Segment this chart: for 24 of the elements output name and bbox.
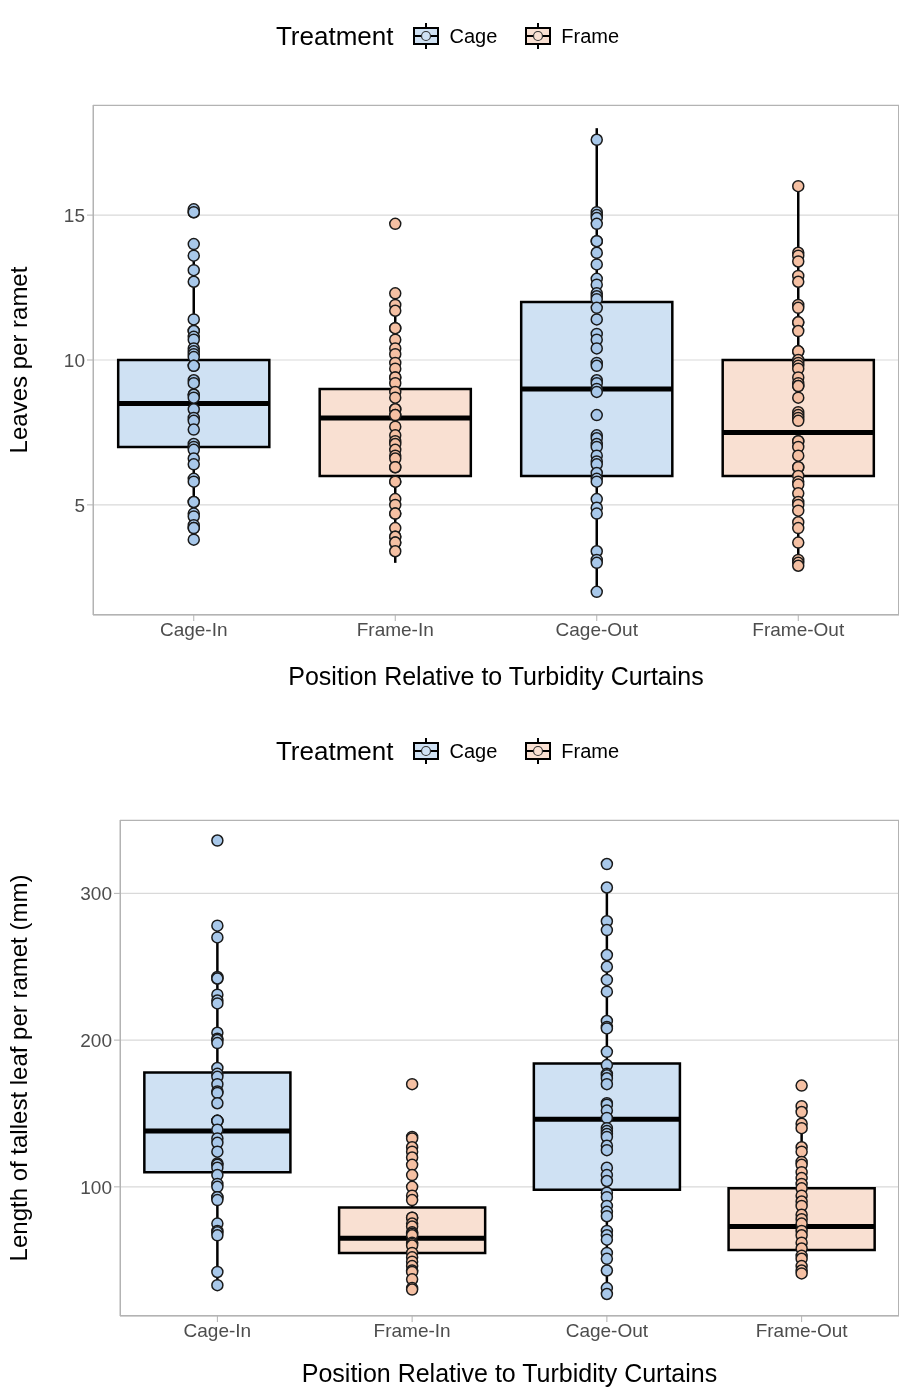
x-tick-label: Frame-Out bbox=[755, 1320, 849, 1342]
legend-label: Cage bbox=[449, 739, 498, 763]
legend-label: Frame bbox=[561, 24, 620, 48]
x-axis-title: Position Relative to Turbidity Curtains bbox=[301, 1359, 718, 1387]
x-axis-title: Position Relative to Turbidity Curtains bbox=[288, 662, 704, 690]
legend-label: Cage bbox=[449, 24, 498, 48]
x-tick-label: Cage-Out bbox=[565, 1320, 649, 1342]
x-tick-label: Cage-Out bbox=[555, 619, 639, 641]
y-tick-label: 300 bbox=[80, 883, 112, 905]
legend-title: Treatment bbox=[275, 735, 394, 767]
y-tick-label: 10 bbox=[63, 349, 85, 371]
y-tick-label: 15 bbox=[63, 204, 85, 226]
y-tick-label: 5 bbox=[74, 494, 85, 516]
x-tick-label: Frame-Out bbox=[752, 619, 845, 641]
x-tick-label: Frame-In bbox=[356, 619, 434, 641]
y-tick-label: 100 bbox=[80, 1176, 112, 1198]
x-tick-label: Frame-In bbox=[373, 1320, 451, 1342]
y-axis-title: Length of tallest leaf per ramet (mm) bbox=[4, 874, 32, 1262]
legend-title: Treatment bbox=[275, 20, 394, 52]
y-tick-label: 200 bbox=[80, 1029, 112, 1051]
legend-label: Frame bbox=[561, 739, 620, 763]
x-tick-label: Cage-In bbox=[159, 619, 228, 641]
y-axis-title: Leaves per ramet bbox=[4, 266, 32, 454]
x-tick-label: Cage-In bbox=[183, 1320, 252, 1342]
